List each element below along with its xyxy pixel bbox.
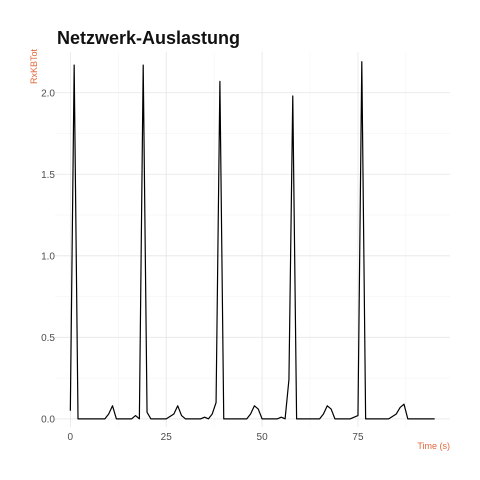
grid [55,52,450,427]
y-tick-label: 2.0 [41,88,55,99]
y-tick-label: 0.0 [41,414,55,425]
x-tick-label: 50 [257,432,269,443]
chart-title: Netzwerk-Auslastung [57,28,240,48]
x-axis-title: Time (s) [417,441,450,451]
x-tick-label: 0 [68,432,74,443]
y-axis-title: RxKBTot [29,48,39,84]
y-tick-label: 0.5 [41,333,55,344]
tick-labels: 0 25 50 75 0.0 0.5 1.0 1.5 2.0 [41,88,364,443]
x-tick-label: 75 [352,432,364,443]
y-tick-label: 1.0 [41,251,55,262]
x-tick-label: 25 [161,432,173,443]
series-line-0 [69,61,435,420]
series-layer [69,61,435,420]
y-tick-label: 1.5 [41,170,55,181]
